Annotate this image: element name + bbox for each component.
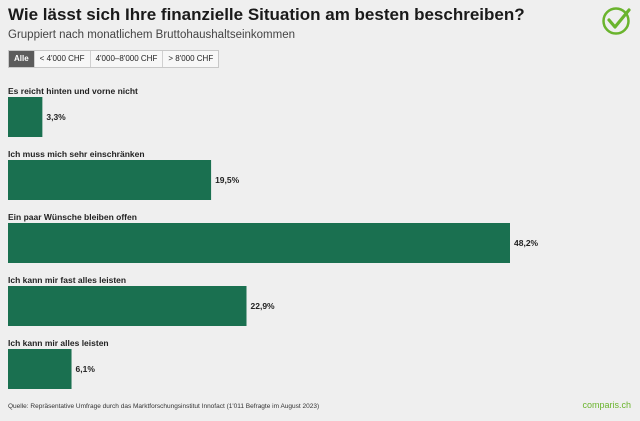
value-label: 48,2% [514,238,539,248]
bar [8,160,212,200]
chart-title: Wie lässt sich Ihre finanzielle Situatio… [8,5,525,24]
category-label: Ich kann mir alles leisten [8,338,109,348]
bar [8,223,510,263]
bar [8,286,247,326]
category-label: Es reicht hinten und vorne nicht [8,86,138,96]
value-label: 3,3% [46,112,66,122]
tab-over-8000[interactable]: > 8'000 CHF [162,51,218,67]
income-filter-tabs: Alle < 4'000 CHF 4'000–8'000 CHF > 8'000… [8,50,220,68]
category-label: Ich kann mir fast alles leisten [8,275,126,285]
tab-alle[interactable]: Alle [9,51,34,67]
brand-logo-text: comparis.ch [582,400,631,410]
tab-under-4000[interactable]: < 4'000 CHF [33,51,90,67]
category-label: Ich muss mich sehr einschränken [8,149,145,159]
value-label: 19,5% [215,175,240,185]
bar [8,349,72,389]
chart-subtitle: Gruppiert nach monatlichem Bruttohaushal… [8,29,296,41]
value-label: 22,9% [251,301,276,311]
source-note: Quelle: Repräsentative Umfrage durch das… [8,403,320,410]
bar [8,97,43,137]
value-label: 6,1% [76,364,96,374]
category-label: Ein paar Wünsche bleiben offen [8,212,137,222]
tab-4000-8000[interactable]: 4'000–8'000 CHF [89,51,163,67]
comparis-check-icon [602,7,631,35]
